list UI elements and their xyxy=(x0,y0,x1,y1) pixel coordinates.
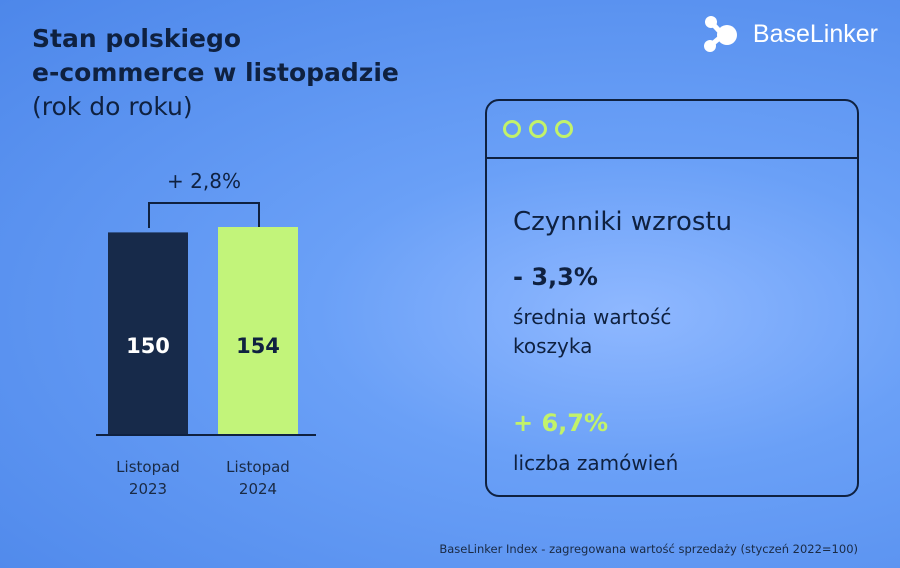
category-label-2-line-2: 2024 xyxy=(239,480,277,498)
window-dot-icon xyxy=(555,120,573,138)
card-window-bar xyxy=(487,101,857,159)
bar-1 xyxy=(108,232,188,435)
basket-value-desc: średnia wartość koszyka xyxy=(513,303,857,361)
page-title: Stan polskiego e-commerce w listopadzie … xyxy=(32,22,399,124)
category-label-1-line-1: Listopad xyxy=(116,458,180,476)
bars-group: 150 Listopad 2023 154 Listopad 2024 xyxy=(108,227,298,498)
change-bracket xyxy=(148,202,260,228)
change-label: + 2,8% xyxy=(167,169,241,193)
baselinker-logo: BaseLinker xyxy=(701,14,878,54)
orders-count-metric: + 6,7% xyxy=(513,409,609,437)
category-label-1-line-2: 2023 xyxy=(129,480,167,498)
bar-value-label-2: 154 xyxy=(236,334,280,358)
window-dot-icon xyxy=(503,120,521,138)
card-title: Czynniki wzrostu xyxy=(513,207,733,237)
title-line-2: e-commerce w listopadzie xyxy=(32,58,399,87)
basket-value-desc-line-1: średnia wartość xyxy=(513,305,672,329)
basket-value-desc-line-2: koszyka xyxy=(513,334,593,358)
growth-factors-card: Czynniki wzrostu - 3,3% średnia wartość … xyxy=(485,99,859,497)
category-label-2-line-1: Listopad xyxy=(226,458,290,476)
basket-value-metric: - 3,3% xyxy=(513,263,598,291)
molecule-icon xyxy=(703,16,737,52)
bar-value-label-1: 150 xyxy=(126,334,170,358)
card-body: Czynniki wzrostu - 3,3% średnia wartość … xyxy=(487,159,857,478)
logo-text: BaseLinker xyxy=(752,19,878,48)
footnote: BaseLinker Index - zagregowana wartość s… xyxy=(439,542,858,556)
window-dot-icon xyxy=(529,120,547,138)
orders-count-desc: liczba zamówień xyxy=(513,451,679,475)
title-subtitle: (rok do roku) xyxy=(32,92,193,121)
bar-2 xyxy=(218,227,298,435)
title-line-1: Stan polskiego xyxy=(32,24,242,53)
bar-chart: + 2,8% 150 Listopad 2023 154 Listopad 2024 xyxy=(96,169,316,498)
